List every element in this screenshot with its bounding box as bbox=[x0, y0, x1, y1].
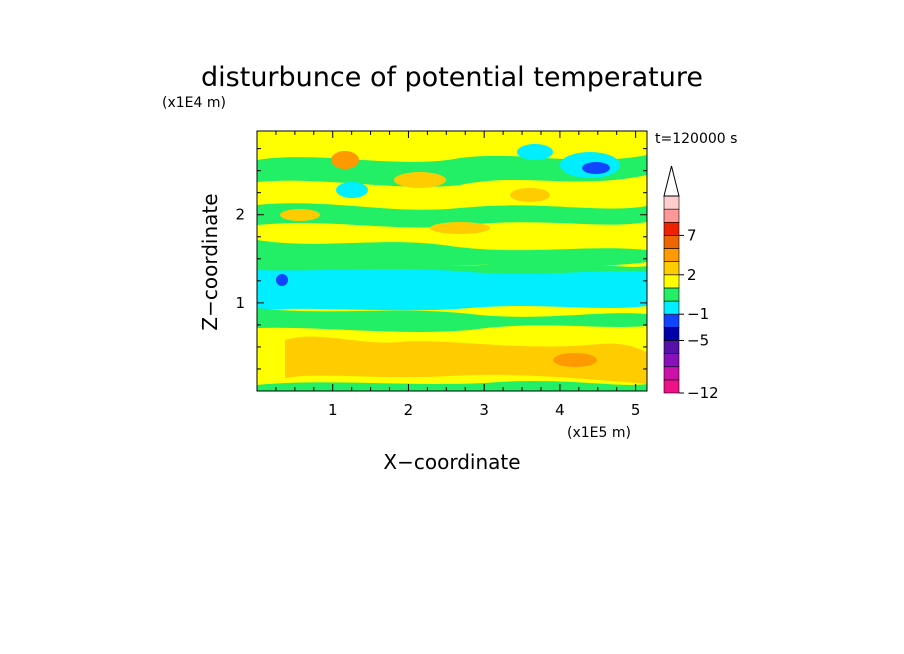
y-tick-label: 2 bbox=[235, 206, 245, 224]
colorbar-tick-label: 2 bbox=[687, 266, 697, 284]
plot-frame bbox=[256, 130, 648, 392]
chart-title: disturbunce of potential temperature bbox=[201, 62, 703, 93]
colorbar-swatch bbox=[663, 195, 680, 210]
colorbar-tick-label: −5 bbox=[687, 331, 709, 349]
y-axis-label: Z−coordinate bbox=[198, 193, 222, 330]
x-scale-label: (x1E5 m) bbox=[567, 425, 631, 441]
colorbar-swatch bbox=[663, 300, 680, 315]
colorbar-tick-label: −1 bbox=[687, 305, 709, 323]
colorbar-extend-arrow bbox=[663, 165, 680, 197]
colorbar-tick-label: −12 bbox=[687, 384, 719, 402]
x-axis: 1 2 3 4 5 bbox=[275, 131, 641, 419]
colorbar-swatch bbox=[663, 261, 680, 276]
colorbar-swatch bbox=[663, 366, 680, 381]
x-tick-label: 2 bbox=[404, 401, 414, 419]
y-tick-label: 1 bbox=[235, 294, 245, 312]
colorbar-swatch bbox=[663, 379, 680, 394]
colorbar-swatch bbox=[663, 221, 680, 236]
heatmap-field bbox=[257, 131, 647, 391]
y-scale-label: (x1E4 m) bbox=[162, 95, 226, 111]
colorbar-swatch bbox=[663, 313, 680, 328]
y-axis: 12 bbox=[235, 148, 647, 370]
x-tick-label: 3 bbox=[479, 401, 489, 419]
colorbar-tick-label: 7 bbox=[687, 226, 697, 244]
colorbar-swatch bbox=[663, 208, 680, 223]
x-tick-label: 5 bbox=[631, 401, 641, 419]
x-tick-label: 1 bbox=[328, 401, 338, 419]
colorbar-swatch bbox=[663, 235, 680, 249]
time-label: t=120000 s bbox=[655, 131, 737, 147]
colorbar-swatch bbox=[663, 287, 680, 302]
x-tick-label: 4 bbox=[555, 401, 565, 419]
colorbar: 7 2 −1 −5 −12 bbox=[663, 165, 719, 402]
x-axis-label: X−coordinate bbox=[383, 450, 520, 474]
colorbar-swatch bbox=[663, 353, 680, 368]
colorbar-swatch bbox=[663, 340, 680, 354]
colorbar-swatch bbox=[663, 274, 680, 289]
colorbar-swatch bbox=[663, 248, 680, 262]
colorbar-swatch bbox=[663, 327, 680, 341]
